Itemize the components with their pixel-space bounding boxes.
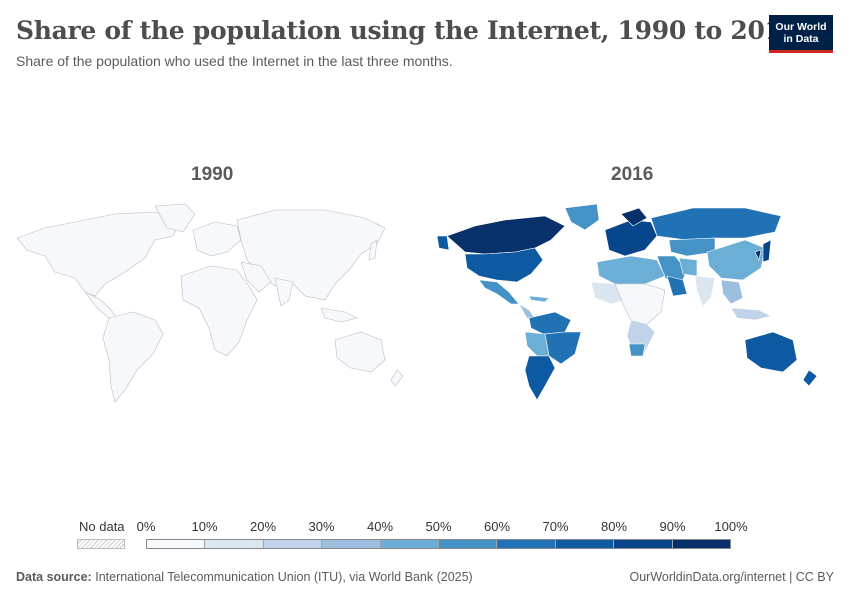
legend-tick: 30%	[308, 519, 335, 534]
source-url-link[interactable]: OurWorldinData.org/internet | CC BY	[629, 570, 835, 584]
legend-bin[interactable]	[380, 540, 440, 548]
country-mexico	[478, 279, 520, 305]
region-central-america	[84, 291, 118, 319]
data-source-label: Data source:	[16, 570, 92, 584]
world-map-2016[interactable]	[425, 200, 845, 410]
region-south-america	[102, 311, 164, 403]
legend-bin[interactable]	[263, 540, 323, 548]
legend-bin[interactable]	[672, 540, 731, 548]
legend-tick: 10%	[191, 519, 218, 534]
legend-bin[interactable]	[147, 540, 206, 548]
country-canada	[446, 215, 566, 255]
owid-logo[interactable]: Our World in Data	[769, 15, 833, 53]
map-year-label-1990: 1990	[191, 164, 234, 185]
map-year-label-2016: 2016	[611, 164, 654, 185]
region-caribbean	[528, 295, 550, 303]
legend-tick: 80%	[600, 519, 628, 534]
region-africa	[180, 265, 258, 357]
legend-tick: 20%	[249, 519, 277, 534]
data-source: Data source: International Telecommunica…	[16, 570, 473, 584]
country-china	[706, 239, 766, 281]
legend-no-data-swatch[interactable]	[77, 539, 125, 549]
logo-line-2: in Data	[783, 33, 819, 45]
region-alaska	[436, 235, 450, 251]
chart-subtitle: Share of the population who used the Int…	[16, 53, 453, 69]
country-japan	[762, 239, 772, 263]
legend-tick: 100%	[714, 519, 748, 534]
region-india	[274, 277, 294, 307]
region-north-america	[16, 211, 181, 297]
region-greenland	[154, 203, 196, 233]
data-source-text: International Telecommunication Union (I…	[95, 570, 473, 584]
legend-bin[interactable]	[322, 540, 381, 548]
region-peru-bolivia	[524, 331, 550, 357]
world-map-1990[interactable]	[5, 200, 425, 410]
region-indonesia	[730, 307, 772, 321]
region-middle-east	[240, 261, 272, 293]
country-new-zealand	[802, 369, 818, 387]
country-korea	[754, 249, 762, 261]
region-australia	[334, 331, 386, 373]
legend-bin[interactable]	[497, 540, 556, 548]
country-india	[694, 275, 716, 307]
region-scandinavia	[620, 207, 648, 227]
region-central-america	[518, 303, 536, 319]
region-europe	[192, 221, 242, 257]
color-legend: No data 0% 10% 20% 30% 40% 50% 60% 70% 8…	[0, 516, 850, 556]
legend-bin[interactable]	[205, 540, 264, 548]
legend-bin[interactable]	[555, 540, 615, 548]
region-arabian-peninsula	[666, 275, 688, 297]
legend-tick: 90%	[659, 519, 686, 534]
region-central-asia	[668, 237, 716, 257]
country-usa	[464, 247, 544, 283]
legend-tick: 40%	[366, 519, 394, 534]
region-central-east-africa	[614, 283, 666, 325]
country-south-africa	[628, 343, 646, 357]
legend-tick: 50%	[425, 519, 452, 534]
region-europe	[604, 219, 658, 257]
region-se-asia	[720, 279, 744, 305]
region-south-america-north	[528, 311, 572, 335]
legend-bin[interactable]	[439, 540, 498, 548]
legend-tick: 0%	[136, 519, 156, 534]
region-japan	[368, 239, 378, 261]
legend-tick: 70%	[542, 519, 569, 534]
legend-no-data-label: No data	[79, 519, 125, 534]
region-greenland	[564, 203, 600, 231]
country-australia	[744, 331, 798, 373]
country-russia	[650, 207, 782, 241]
legend-color-bins	[146, 539, 731, 549]
legend-bin[interactable]	[614, 540, 673, 548]
region-north-africa	[596, 255, 666, 285]
legend-tick: 60%	[483, 519, 511, 534]
region-southern-cone	[524, 355, 556, 401]
chart-title: Share of the population using the Intern…	[16, 16, 799, 45]
region-new-zealand	[390, 369, 404, 387]
logo-line-1: Our World	[775, 21, 827, 33]
region-se-asia	[320, 307, 358, 323]
